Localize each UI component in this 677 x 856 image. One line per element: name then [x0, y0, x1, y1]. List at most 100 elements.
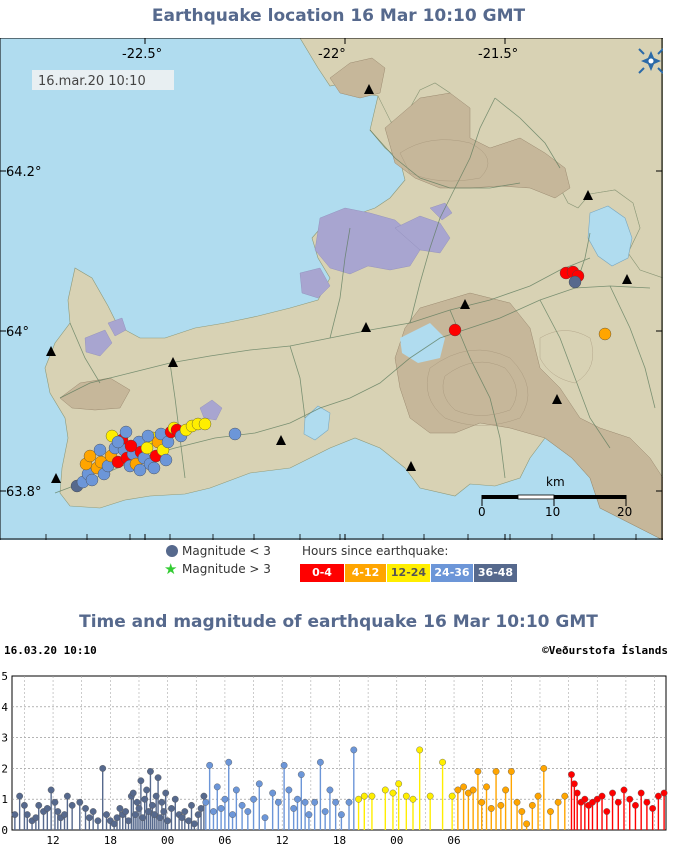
quake-point[interactable] [244, 808, 252, 815]
earthquake-marker[interactable] [228, 427, 242, 441]
quake-point[interactable] [129, 789, 137, 797]
quake-point[interactable] [168, 805, 175, 812]
quake-point[interactable] [147, 768, 154, 775]
quake-point[interactable] [316, 758, 324, 766]
earthquake-marker[interactable] [141, 429, 155, 443]
quake-point[interactable] [518, 808, 526, 815]
quake-point[interactable] [143, 786, 151, 794]
quake-point[interactable] [561, 792, 569, 800]
quake-point[interactable] [487, 805, 495, 812]
quake-point[interactable] [474, 768, 482, 775]
quake-point[interactable] [345, 798, 353, 806]
quake-point[interactable] [232, 786, 240, 794]
quake-point[interactable] [225, 758, 233, 766]
earthquake-map[interactable]: 16.mar.20 10:10 -22.5° -22° -21.5° 64.2°… [0, 37, 664, 541]
quake-point[interactable] [76, 798, 84, 806]
quake-point[interactable] [321, 808, 329, 815]
quake-point[interactable] [213, 783, 221, 791]
quake-point[interactable] [164, 817, 172, 825]
quake-point[interactable] [156, 814, 164, 822]
quake-point[interactable] [154, 774, 162, 782]
quake-point[interactable] [152, 792, 160, 800]
quake-point[interactable] [197, 805, 205, 812]
quake-point[interactable] [139, 814, 147, 822]
quake-point[interactable] [68, 801, 76, 809]
earthquake-marker[interactable] [85, 473, 99, 487]
quake-point[interactable] [141, 795, 149, 803]
quake-point[interactable] [426, 792, 434, 800]
quake-point[interactable] [534, 792, 542, 800]
earthquake-marker[interactable] [119, 425, 133, 439]
quake-point[interactable] [21, 801, 28, 809]
quake-point[interactable] [188, 801, 195, 809]
quake-point[interactable] [47, 786, 55, 794]
quake-point[interactable] [122, 808, 130, 815]
quake-point[interactable] [274, 798, 282, 806]
earthquake-marker[interactable] [198, 417, 212, 431]
quake-point[interactable] [469, 786, 477, 794]
quake-point[interactable] [32, 814, 40, 822]
quake-point[interactable] [454, 786, 462, 794]
quake-point[interactable] [194, 811, 202, 819]
quake-point[interactable] [589, 798, 596, 806]
quake-point[interactable] [294, 795, 301, 803]
quake-point[interactable] [110, 820, 118, 828]
quake-point[interactable] [217, 805, 225, 812]
quake-point[interactable] [460, 783, 467, 791]
quake-point[interactable] [593, 795, 601, 803]
quake-point[interactable] [125, 817, 132, 825]
quake-point[interactable] [337, 811, 345, 819]
quake-point[interactable] [507, 768, 515, 775]
quake-point[interactable] [285, 786, 293, 794]
quake-point[interactable] [116, 805, 124, 812]
quake-point[interactable] [603, 808, 611, 815]
quake-point[interactable] [250, 795, 257, 803]
quake-point[interactable] [554, 798, 562, 806]
quake-point[interactable] [409, 795, 417, 803]
quake-point[interactable] [311, 798, 319, 806]
quake-point[interactable] [178, 814, 186, 822]
quake-point[interactable] [448, 792, 456, 800]
quake-point[interactable] [202, 798, 210, 806]
quake-point[interactable] [43, 805, 51, 812]
quake-point[interactable] [162, 789, 170, 797]
quake-point[interactable] [528, 801, 536, 809]
quake-point[interactable] [63, 792, 71, 800]
quake-point[interactable] [171, 795, 179, 803]
quake-point[interactable] [103, 811, 110, 819]
quake-point[interactable] [113, 814, 121, 822]
quake-point[interactable] [626, 795, 634, 803]
earthquake-marker[interactable] [159, 453, 173, 467]
quake-point[interactable] [326, 786, 334, 794]
quake-point[interactable] [502, 786, 510, 794]
quake-point[interactable] [497, 801, 505, 809]
quake-point[interactable] [632, 801, 639, 809]
quake-point[interactable] [210, 808, 217, 815]
quake-point[interactable] [355, 795, 362, 803]
earthquake-marker[interactable] [448, 323, 462, 337]
earthquake-marker[interactable] [124, 439, 138, 453]
quake-point[interactable] [637, 789, 645, 797]
earthquake-marker[interactable] [598, 327, 612, 341]
quake-point[interactable] [11, 811, 19, 819]
quake-point[interactable] [82, 805, 89, 812]
quake-point[interactable] [301, 798, 309, 806]
quake-point[interactable] [160, 808, 168, 815]
quake-point[interactable] [573, 789, 581, 797]
quake-point[interactable] [135, 805, 143, 812]
quake-point[interactable] [221, 795, 229, 803]
quake-point[interactable] [350, 746, 358, 754]
quake-point[interactable] [280, 761, 288, 769]
quake-point[interactable] [16, 792, 24, 800]
quake-point[interactable] [297, 771, 305, 778]
quake-point[interactable] [61, 811, 68, 819]
quake-point[interactable] [492, 768, 500, 775]
quake-point[interactable] [416, 746, 424, 754]
quake-point[interactable] [547, 808, 554, 815]
quake-point[interactable] [305, 811, 313, 819]
quake-point[interactable] [523, 820, 531, 828]
earthquake-marker[interactable] [133, 463, 147, 477]
quake-point[interactable] [643, 798, 651, 806]
quake-point[interactable] [269, 789, 277, 797]
